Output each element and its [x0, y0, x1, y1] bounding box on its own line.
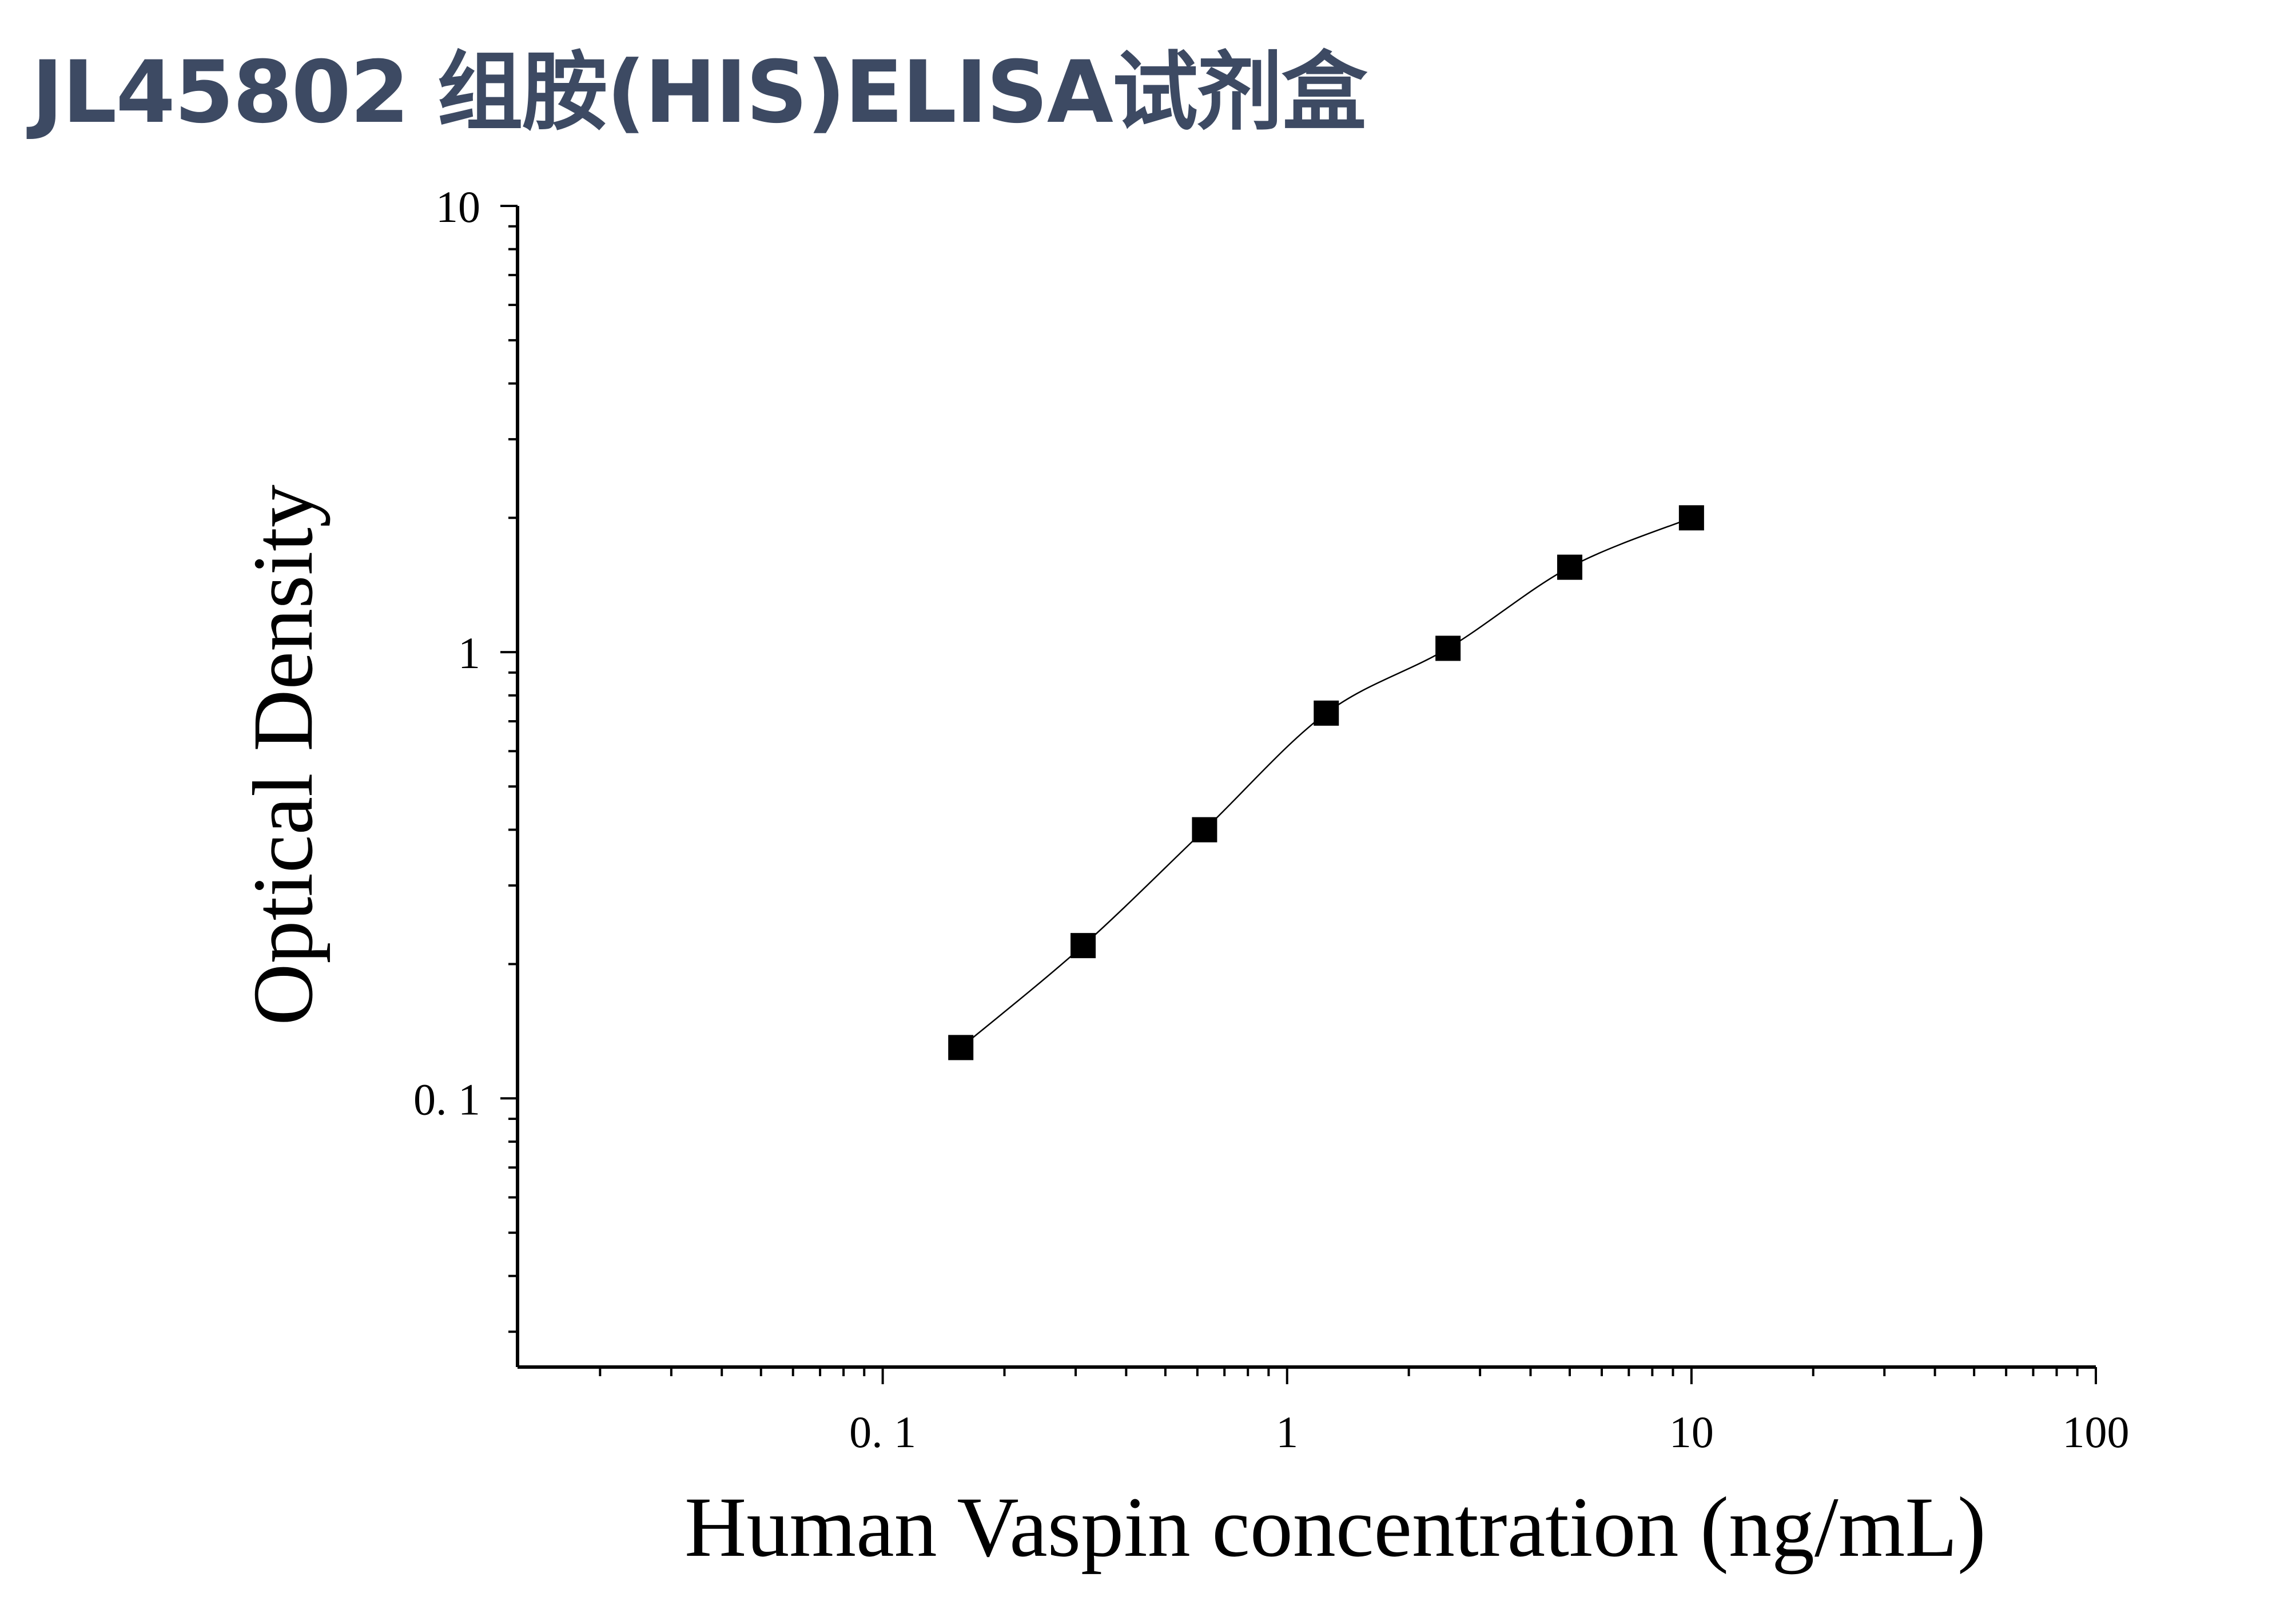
data-point — [1435, 635, 1461, 661]
data-point — [1678, 505, 1704, 531]
x-axis-label: Human Vaspin concentration (ng/mL) — [685, 1480, 1986, 1575]
data-point — [1071, 933, 1096, 959]
data-point — [1557, 554, 1582, 580]
page-title: JL45802 组胺(HIS)ELISA试剂盒 — [31, 43, 1367, 142]
y-axis-label: Optical Density — [236, 484, 331, 1026]
x-tick-label: 100 — [2063, 1407, 2130, 1457]
fit-curve — [960, 517, 1692, 1048]
y-tick-label: 10 — [436, 182, 480, 232]
y-tick-label: 1 — [458, 628, 480, 678]
chart-ticks — [500, 205, 2097, 1384]
data-point — [1192, 817, 1217, 843]
chart-tick-labels: 0. 1 1 10 100 0. 1 1 10 — [413, 182, 2130, 1457]
y-tick-label: 0. 1 — [413, 1074, 480, 1124]
chart-axes — [516, 206, 2096, 1369]
data-point — [1314, 700, 1339, 726]
x-tick-label: 1 — [1276, 1407, 1298, 1457]
data-point — [948, 1035, 974, 1060]
x-tick-label: 0. 1 — [849, 1407, 916, 1457]
x-tick-label: 10 — [1669, 1407, 1714, 1457]
chart-markers — [948, 505, 1704, 1060]
